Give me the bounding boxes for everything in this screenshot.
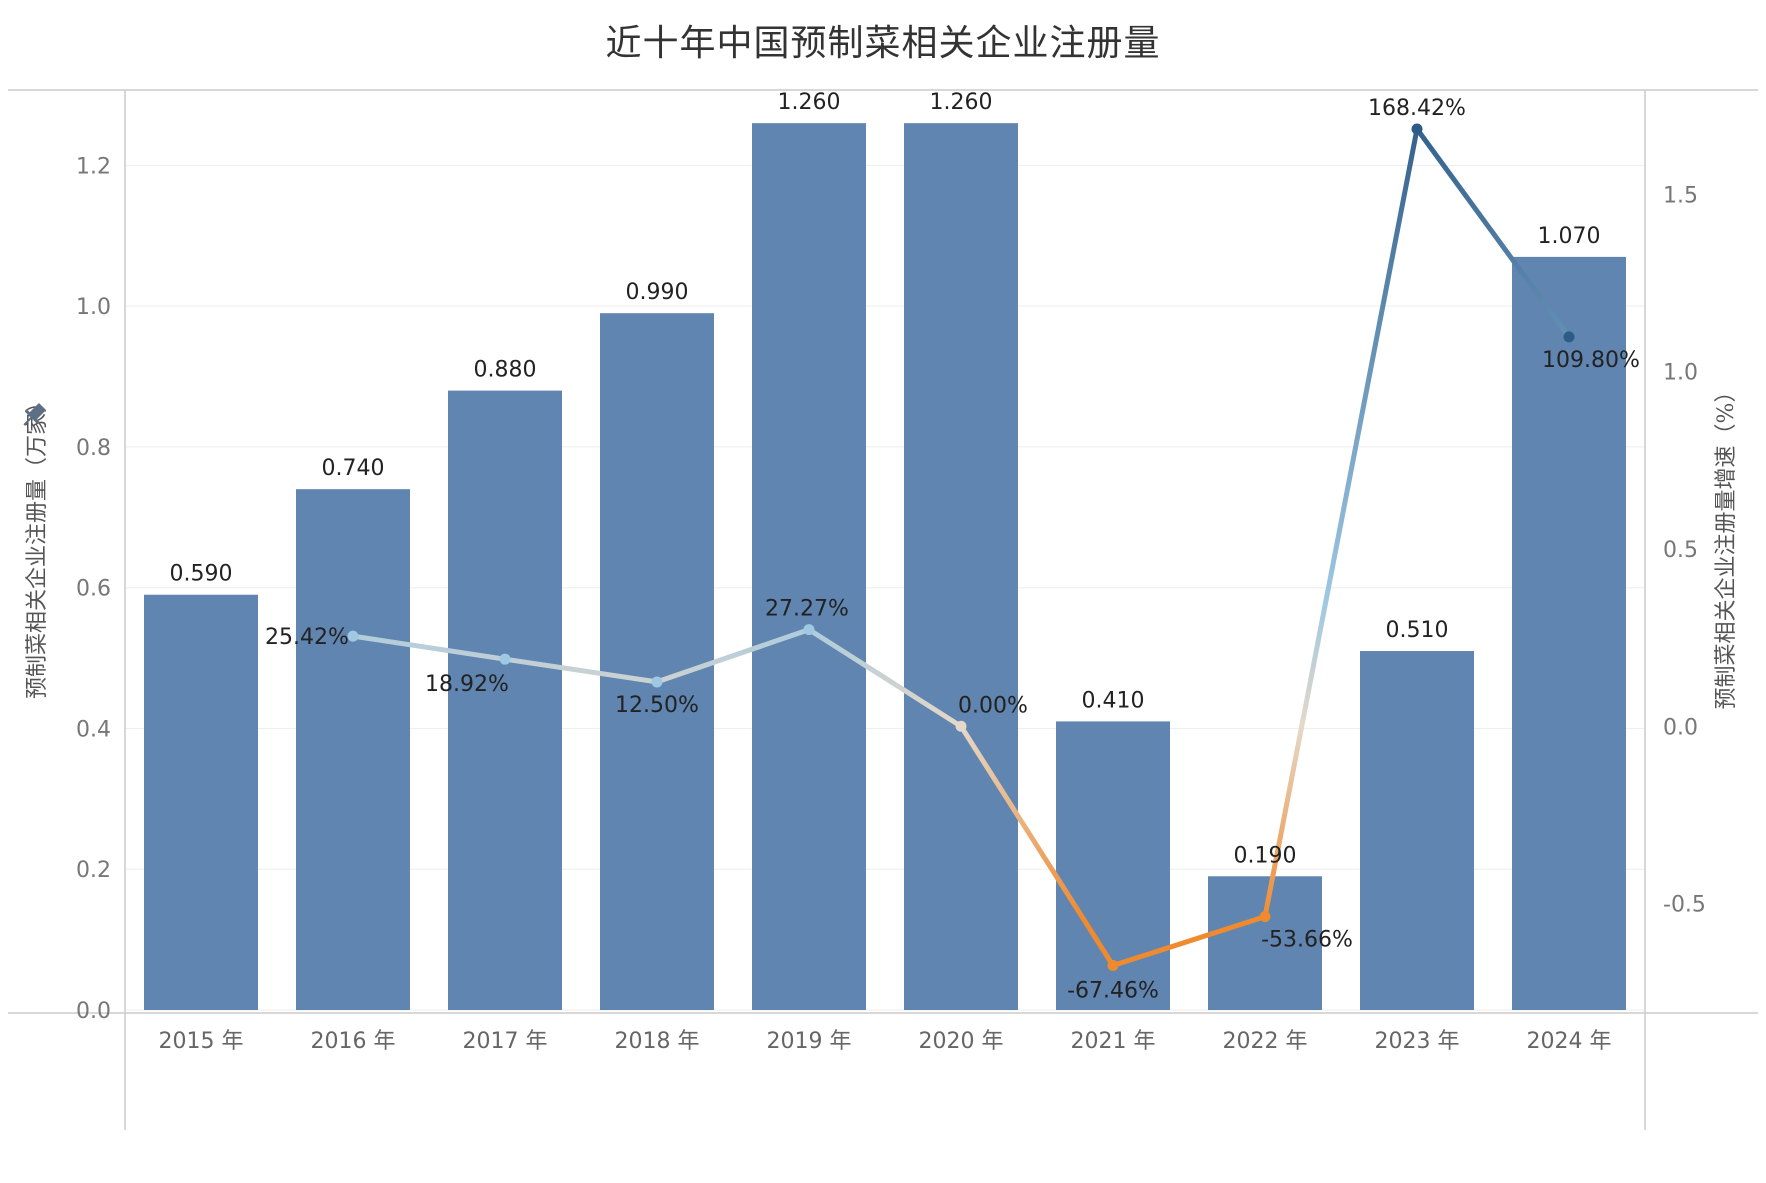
x-tick-label: 2024 年	[1527, 1029, 1612, 1054]
line-value-label: 0.00%	[958, 693, 1028, 718]
bar	[448, 390, 562, 1011]
bar	[904, 123, 1018, 1010]
chart-title: 近十年中国预制菜相关企业注册量	[605, 23, 1161, 64]
line-point	[499, 653, 511, 665]
y-tick-label: 0.8	[76, 436, 111, 461]
x-tick-label: 2023 年	[1375, 1029, 1460, 1054]
y2-tick-label: -0.5	[1663, 893, 1706, 918]
bar-value-label: 0.880	[474, 358, 537, 383]
bar	[600, 313, 714, 1010]
bar	[1512, 256, 1626, 1010]
bar-value-label: 0.410	[1082, 688, 1145, 713]
bar-value-label: 1.260	[778, 90, 841, 115]
line-point	[347, 630, 359, 642]
x-tick-label: 2015 年	[159, 1029, 244, 1054]
bar-value-label: 0.590	[170, 562, 233, 587]
line-value-label: 168.42%	[1368, 96, 1466, 121]
bar	[1208, 876, 1322, 1010]
bar-value-label: 1.070	[1538, 224, 1601, 249]
line-point	[651, 676, 663, 688]
y-tick-label: 0.4	[76, 717, 111, 742]
line-point	[1563, 331, 1575, 343]
line-value-label: 12.50%	[615, 693, 699, 718]
bar-value-label: 0.740	[322, 456, 385, 481]
x-tick-label: 2019 年	[767, 1029, 852, 1054]
line-value-label: 18.92%	[425, 672, 509, 697]
y-tick-label: 0.0	[76, 999, 111, 1024]
x-tick-label: 2021 年	[1071, 1029, 1156, 1054]
line-point	[1259, 911, 1271, 923]
bar	[296, 489, 410, 1011]
y2-tick-label: 1.0	[1663, 361, 1698, 386]
label-layer: 0.590 0.740 0.880 0.990 1.260 1.260 0.410 0.190…	[170, 90, 1640, 1003]
x-tick-label: 2017 年	[463, 1029, 548, 1054]
x-tick-label: 2016 年	[311, 1029, 396, 1054]
bar	[144, 594, 258, 1010]
bar	[752, 123, 866, 1010]
x-tick-label: 2018 年	[615, 1029, 700, 1054]
y-tick-label: 1.2	[76, 154, 111, 179]
bar-layer	[144, 123, 1626, 1011]
y-tick-label: 0.2	[76, 858, 111, 883]
bar-value-label: 0.190	[1234, 843, 1297, 868]
y-tick-label: 1.0	[76, 295, 111, 320]
pin-icon	[23, 402, 47, 426]
x-tick-label: 2022 年	[1223, 1029, 1308, 1054]
line-value-label: 25.42%	[265, 625, 349, 650]
x-tick-label: 2020 年	[919, 1029, 1004, 1054]
axis-layer: 0.0 0.2 0.4 0.6 0.8 1.0 1.2 -0.5 0.0 0.5 1.0 1.5 201…	[23, 154, 1739, 1054]
frame-layer	[8, 89, 1758, 1130]
bar-value-label: 0.990	[626, 280, 689, 305]
bar-value-label: 0.510	[1386, 618, 1449, 643]
line-point	[803, 624, 815, 636]
bar-value-label: 1.260	[930, 90, 993, 115]
line-value-label: 109.80%	[1542, 348, 1640, 373]
bar	[1360, 651, 1474, 1010]
line-point	[955, 720, 967, 732]
line-point	[1411, 123, 1423, 135]
line-value-label: -53.66%	[1261, 928, 1353, 953]
line-value-label: -67.46%	[1067, 979, 1159, 1004]
y2-tick-label: 0.5	[1663, 538, 1698, 563]
line-value-label: 27.27%	[765, 597, 849, 622]
y2-axis-title: 预制菜相关企业注册量增速（%）	[1714, 381, 1739, 710]
y2-tick-label: 1.5	[1663, 183, 1698, 208]
y2-tick-label: 0.0	[1663, 715, 1698, 740]
y-axis-title: 预制菜相关企业注册量（万家）	[25, 391, 50, 699]
y-tick-label: 0.6	[76, 577, 111, 602]
line-point	[1107, 960, 1119, 972]
line-layer	[347, 123, 1575, 972]
